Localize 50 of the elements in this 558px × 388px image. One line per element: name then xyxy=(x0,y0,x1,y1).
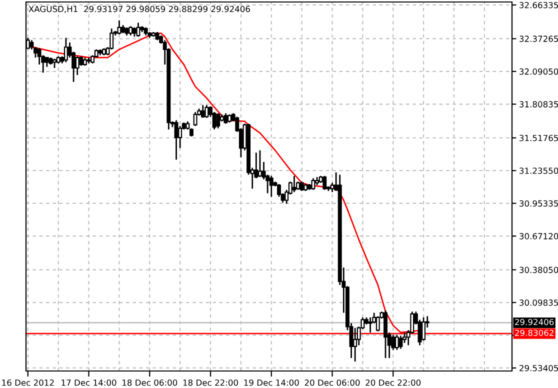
y-tick-label: 30.38050 xyxy=(520,266,558,274)
candlestick xyxy=(311,178,316,190)
candlestick xyxy=(224,112,228,124)
candlestick xyxy=(174,120,178,160)
x-tick-label: 19 Dec 14:00 xyxy=(244,379,299,386)
candlestick xyxy=(128,26,133,36)
candlestick xyxy=(216,112,220,130)
candlestick xyxy=(322,175,327,190)
candlestick xyxy=(292,175,296,193)
y-tick-label: 29.53405 xyxy=(520,364,558,372)
y-tick-label: 31.23550 xyxy=(520,168,558,174)
x-tick-label: 18 Dec 22:00 xyxy=(183,379,238,386)
x-tick-label: 20 Dec 06:00 xyxy=(304,379,360,386)
ref-line-label: 29.92406 xyxy=(515,318,554,326)
candlestick xyxy=(368,316,372,334)
candlestick xyxy=(178,125,182,149)
candlestick xyxy=(398,335,403,350)
candlestick xyxy=(394,334,399,351)
y-tick-label: 30.09835 xyxy=(520,300,558,306)
x-tick-label: 20 Dec 22:00 xyxy=(366,379,421,386)
candlestick xyxy=(75,56,80,76)
ref-line-label: 29.83062 xyxy=(515,330,554,336)
y-tick-label: 32.09050 xyxy=(520,68,558,75)
candlestick xyxy=(300,180,304,192)
candlestick xyxy=(136,22,140,38)
candlestick xyxy=(132,26,136,38)
x-tick-label: 16 Dec 2012 xyxy=(2,379,54,386)
candlestick xyxy=(117,20,122,36)
y-tick-label: 31.51765 xyxy=(520,134,558,142)
candlestick xyxy=(44,56,49,68)
y-tick-label: 32.37265 xyxy=(520,36,558,42)
candlestick xyxy=(79,56,84,66)
candlestick xyxy=(204,104,209,119)
x-tick-label: 18 Dec 06:00 xyxy=(122,379,178,386)
candlestick xyxy=(376,316,380,332)
candlestick xyxy=(269,175,274,198)
y-tick-label: 30.67120 xyxy=(520,233,558,240)
y-tick-label: 32.66335 xyxy=(520,2,558,8)
candlestick xyxy=(330,182,334,193)
x-tick-label: 17 Dec 14:00 xyxy=(62,379,116,386)
y-tick-label: 30.95335 xyxy=(520,200,558,207)
candlestick xyxy=(200,104,205,119)
candlestick xyxy=(64,37,68,63)
candlestick xyxy=(193,111,198,127)
candlestick xyxy=(258,150,262,178)
chart-title: XAGUSD,H1 29.93197 29.98059 29.88299 29.92406 xyxy=(28,6,250,13)
candlestick xyxy=(353,327,358,362)
candlestick xyxy=(422,316,426,342)
y-tick-label: 31.80835 xyxy=(520,101,558,108)
candlestick xyxy=(52,58,57,69)
